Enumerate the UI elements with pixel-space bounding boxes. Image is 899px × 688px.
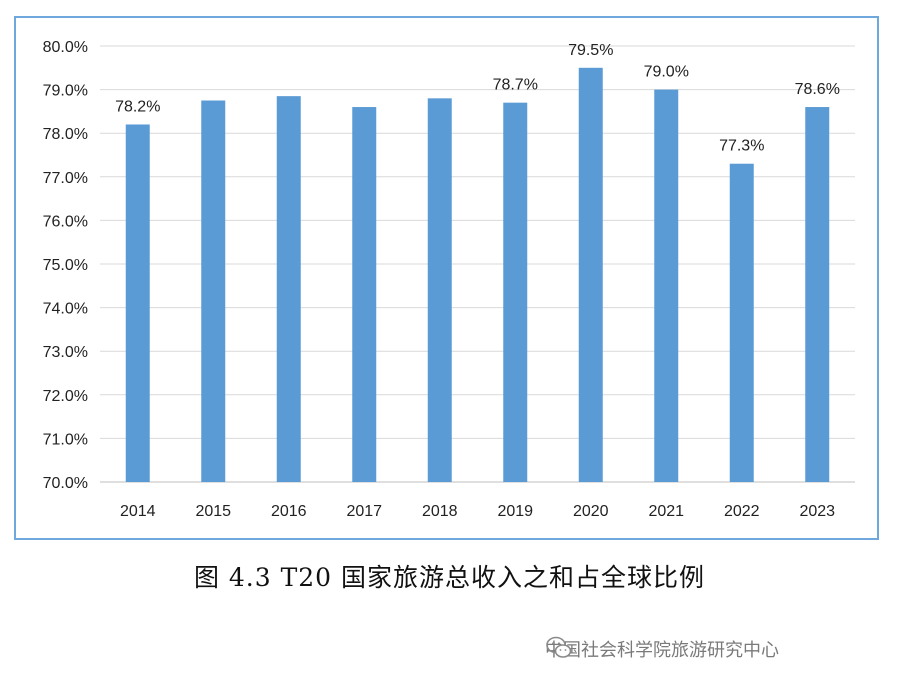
y-tick-label: 76.0%: [43, 213, 88, 230]
y-tick-label: 71.0%: [43, 431, 88, 448]
x-tick-label: 2018: [422, 503, 458, 520]
x-tick-label: 2019: [497, 503, 533, 520]
bar: [578, 67, 603, 483]
y-tick-label: 78.0%: [43, 126, 88, 143]
x-tick-label: 2023: [799, 503, 835, 520]
x-tick-label: 2014: [120, 503, 156, 520]
x-tick-label: 2022: [724, 503, 760, 520]
bar: [276, 96, 301, 482]
y-tick-label: 72.0%: [43, 388, 88, 405]
bar: [503, 102, 528, 483]
figure-caption: 图 4.3 T20 国家旅游总收入之和占全球比例: [193, 563, 706, 592]
y-tick-label: 77.0%: [43, 170, 88, 187]
bar: [201, 100, 226, 482]
bar: [654, 89, 679, 482]
data-label: 77.3%: [719, 138, 764, 155]
data-label: 79.0%: [644, 64, 689, 81]
data-label: 78.2%: [115, 98, 160, 115]
y-tick-label: 75.0%: [43, 257, 88, 274]
x-tick-label: 2020: [573, 503, 609, 520]
bar: [427, 98, 452, 482]
y-tick-label: 73.0%: [43, 344, 88, 361]
x-tick-label: 2016: [271, 503, 307, 520]
data-label: 78.6%: [795, 81, 840, 98]
watermark-text: 中国社会科学院旅游研究中心: [545, 640, 779, 661]
y-tick-label: 80.0%: [43, 39, 88, 56]
y-tick-label: 74.0%: [43, 301, 88, 318]
y-tick-label: 79.0%: [43, 83, 88, 100]
x-tick-label: 2017: [346, 503, 382, 520]
bar: [125, 124, 150, 482]
x-tick-label: 2021: [648, 503, 684, 520]
y-tick-label: 70.0%: [43, 475, 88, 492]
data-label: 78.7%: [493, 77, 538, 94]
wechat-icon: [546, 636, 572, 658]
watermark: 中国社会科学院旅游研究中心: [545, 634, 779, 664]
bar: [729, 163, 754, 482]
bar: [352, 107, 377, 482]
x-tick-label: 2015: [195, 503, 231, 520]
bar: [805, 107, 830, 482]
data-label: 79.5%: [568, 42, 613, 59]
